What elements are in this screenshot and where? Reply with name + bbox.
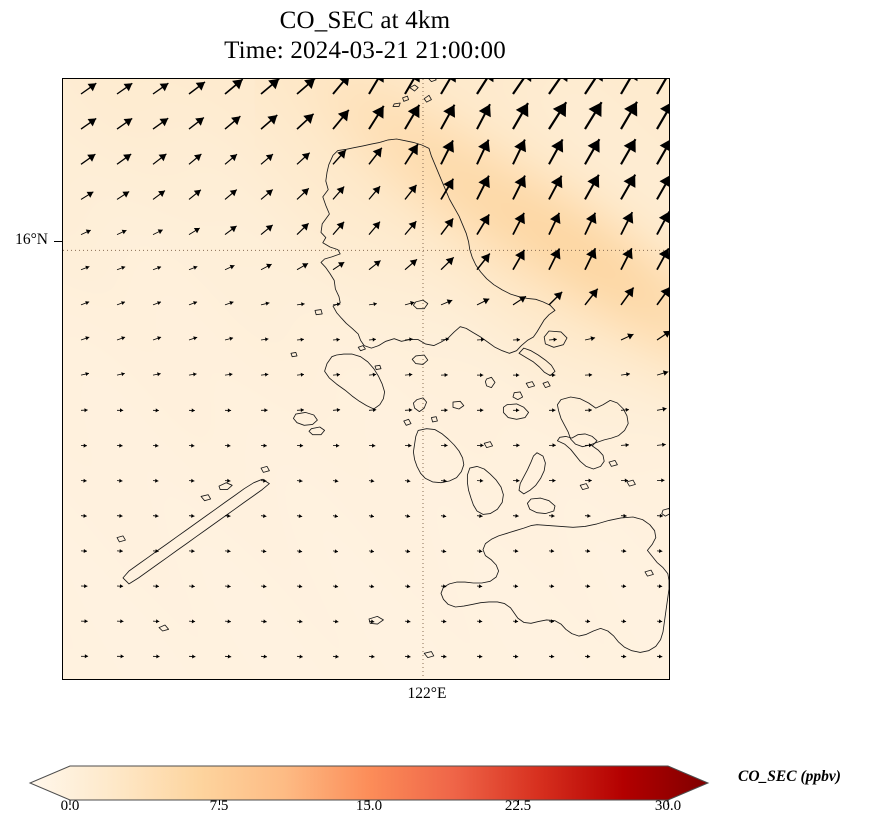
co-concentration-raster bbox=[63, 79, 669, 679]
y-axis-tick-mark bbox=[54, 240, 62, 242]
x-axis-tick-label-122e: 122°E bbox=[407, 685, 447, 702]
colorbar-tick-label-4: 30.0 bbox=[654, 798, 682, 814]
colorbar-container[interactable]: CO_SEC (ppbv) 0.0 7.5 15.0 22.5 30.0 bbox=[0, 752, 883, 836]
colorbar-axis-label: CO_SEC (ppbv) bbox=[738, 768, 841, 785]
wind-vector-arrows bbox=[80, 79, 669, 659]
colorbar-gradient bbox=[28, 765, 710, 805]
map-plot-area[interactable] bbox=[62, 78, 670, 680]
page-title: CO_SEC at 4km bbox=[279, 7, 451, 34]
map-overlay-layer bbox=[63, 79, 669, 679]
y-axis-tick-label-16n: 16°N bbox=[15, 231, 48, 248]
figure-title-block: CO_SEC at 4km Time: 2024-03-21 21:00:00 bbox=[0, 6, 730, 66]
graticule-gridlines bbox=[63, 79, 669, 679]
coastline-outlines bbox=[116, 79, 669, 659]
colorbar-tick-label-0: 0.0 bbox=[60, 798, 80, 814]
colorbar-tick-label-2: 15.0 bbox=[355, 798, 383, 814]
colorbar-tick-label-1: 7.5 bbox=[209, 798, 229, 814]
colorbar-tick-label-3: 22.5 bbox=[504, 798, 532, 814]
figure-subtitle-timestamp: Time: 2024-03-21 21:00:00 bbox=[224, 37, 506, 64]
